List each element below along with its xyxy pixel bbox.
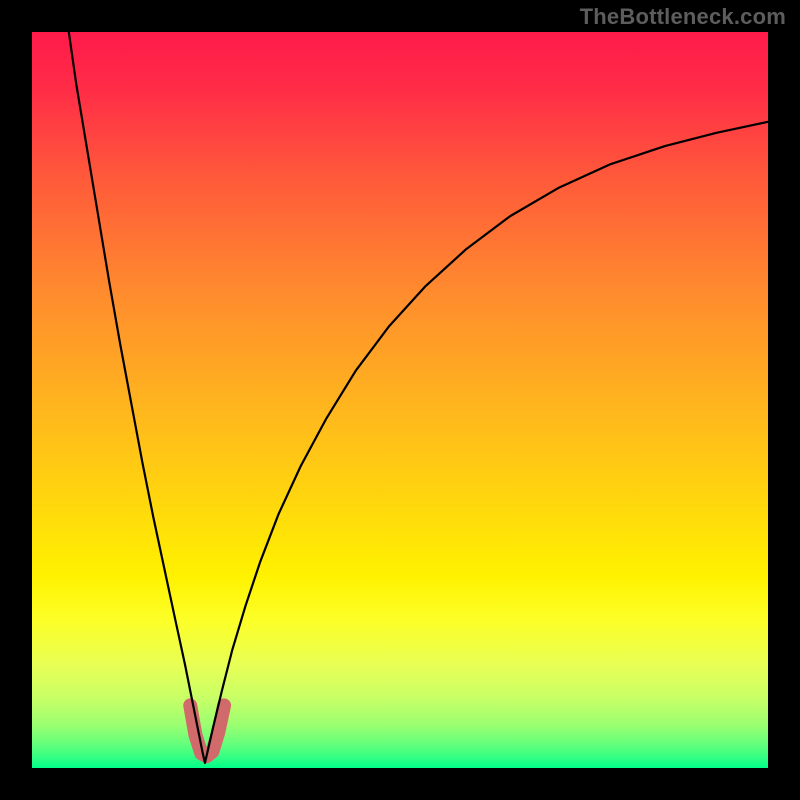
chart-plot-area — [32, 32, 768, 768]
watermark-text: TheBottleneck.com — [580, 4, 786, 30]
chart-svg — [32, 32, 768, 768]
outer-frame: TheBottleneck.com — [0, 0, 800, 800]
chart-background — [32, 32, 768, 768]
